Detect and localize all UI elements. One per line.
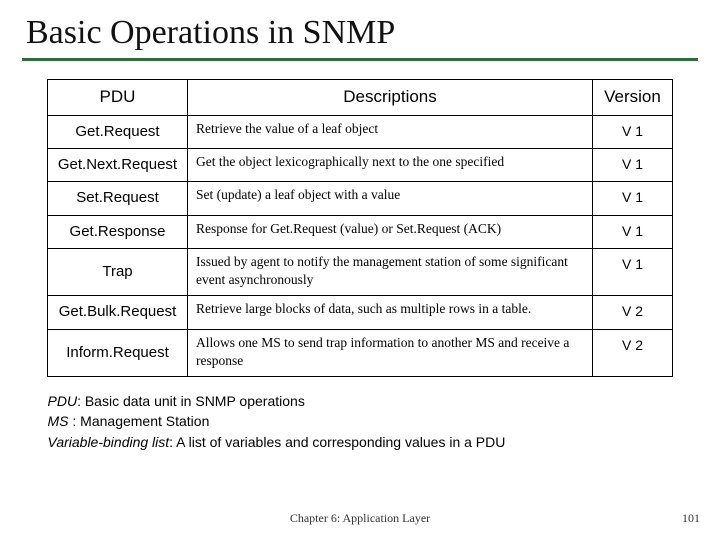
- note-line: Variable-binding list: A list of variabl…: [48, 432, 673, 452]
- cell-desc: Issued by agent to notify the management…: [188, 248, 593, 295]
- table-row: Inform.Request Allows one MS to send tra…: [48, 329, 673, 376]
- note-line: MS : Management Station: [48, 411, 673, 431]
- cell-desc: Allows one MS to send trap information t…: [188, 329, 593, 376]
- cell-ver: V 2: [593, 329, 673, 376]
- table-row: Get.Next.Request Get the object lexicogr…: [48, 149, 673, 182]
- table-row: Get.Bulk.Request Retrieve large blocks o…: [48, 296, 673, 329]
- note-term: MS: [48, 413, 69, 429]
- table-row: Set.Request Set (update) a leaf object w…: [48, 182, 673, 215]
- header-pdu: PDU: [48, 80, 188, 116]
- cell-pdu: Set.Request: [48, 182, 188, 215]
- cell-pdu: Get.Next.Request: [48, 149, 188, 182]
- table-row: Get.Response Response for Get.Request (v…: [48, 215, 673, 248]
- footer-text: Chapter 6: Application Layer: [0, 511, 720, 526]
- notes-block: PDU: Basic data unit in SNMP operations …: [48, 391, 673, 452]
- cell-ver: V 1: [593, 182, 673, 215]
- cell-pdu: Trap: [48, 248, 188, 295]
- note-def: : Basic data unit in SNMP operations: [77, 393, 305, 409]
- cell-desc: Retrieve the value of a leaf object: [188, 115, 593, 148]
- note-term: PDU: [48, 393, 78, 409]
- note-def: : A list of variables and corresponding …: [169, 434, 505, 450]
- cell-desc: Response for Get.Request (value) or Set.…: [188, 215, 593, 248]
- page-number: 101: [682, 511, 700, 526]
- note-term: Variable-binding list: [48, 434, 170, 450]
- slide-title: Basic Operations in SNMP: [26, 14, 698, 52]
- cell-ver: V 1: [593, 248, 673, 295]
- cell-desc: Retrieve large blocks of data, such as m…: [188, 296, 593, 329]
- slide: Basic Operations in SNMP PDU Description…: [0, 0, 720, 540]
- cell-pdu: Inform.Request: [48, 329, 188, 376]
- cell-pdu: Get.Response: [48, 215, 188, 248]
- cell-pdu: Get.Bulk.Request: [48, 296, 188, 329]
- cell-pdu: Get.Request: [48, 115, 188, 148]
- table-row: Trap Issued by agent to notify the manag…: [48, 248, 673, 295]
- note-line: PDU: Basic data unit in SNMP operations: [48, 391, 673, 411]
- cell-ver: V 2: [593, 296, 673, 329]
- header-ver: Version: [593, 80, 673, 116]
- cell-ver: V 1: [593, 149, 673, 182]
- cell-desc: Get the object lexicographically next to…: [188, 149, 593, 182]
- title-rule: [22, 58, 698, 61]
- cell-desc: Set (update) a leaf object with a value: [188, 182, 593, 215]
- operations-table: PDU Descriptions Version Get.Request Ret…: [47, 79, 673, 377]
- cell-ver: V 1: [593, 215, 673, 248]
- cell-ver: V 1: [593, 115, 673, 148]
- table-row: Get.Request Retrieve the value of a leaf…: [48, 115, 673, 148]
- header-desc: Descriptions: [188, 80, 593, 116]
- table-header-row: PDU Descriptions Version: [48, 80, 673, 116]
- note-def: : Management Station: [69, 413, 210, 429]
